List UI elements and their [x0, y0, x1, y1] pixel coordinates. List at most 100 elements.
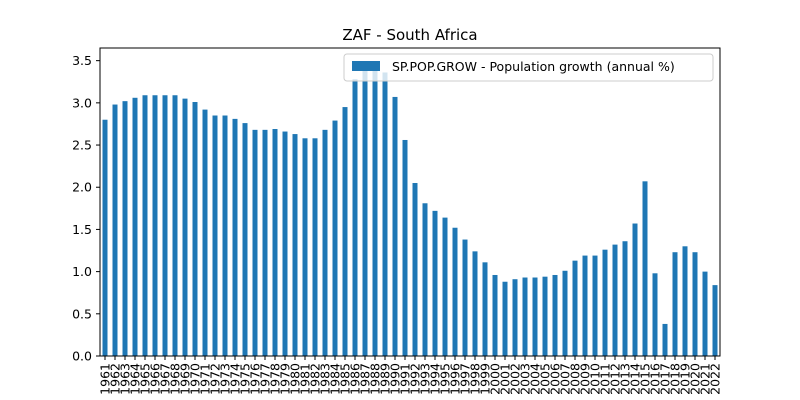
- bar: [152, 95, 158, 356]
- bar: [652, 273, 658, 356]
- bar: [352, 79, 358, 356]
- x-tick-label: 2002: [508, 363, 523, 395]
- bar: [142, 95, 148, 356]
- x-tick-label: 1973: [218, 363, 233, 395]
- bar: [672, 252, 678, 356]
- bar: [452, 227, 458, 356]
- x-tick-label: 1967: [158, 363, 173, 395]
- x-tick-label: 2020: [688, 363, 703, 395]
- plot-frame: [99, 47, 721, 357]
- y-tick-label: 2.5: [72, 138, 92, 153]
- bar: [102, 119, 108, 356]
- legend: SP.POP.GROW - Population growth (annual …: [343, 53, 714, 82]
- x-tick-label: 1981: [298, 363, 313, 395]
- bar: [202, 109, 208, 356]
- x-tick-label: 1997: [458, 363, 473, 395]
- y-tick-label: 2.0: [72, 180, 92, 195]
- y-tick-label: 1.5: [72, 222, 92, 237]
- bar: [632, 223, 638, 356]
- bar: [682, 246, 688, 356]
- bar: [412, 183, 418, 356]
- y-tick-label: 1.0: [72, 264, 92, 279]
- bar: [332, 120, 338, 356]
- chart-title: ZAF - South Africa: [342, 26, 477, 44]
- legend-box: [343, 53, 714, 82]
- x-tick-label: 1961: [98, 363, 113, 395]
- x-tick-label: 1966: [148, 363, 163, 395]
- bar: [132, 97, 138, 356]
- x-tick-label: 1994: [428, 363, 443, 395]
- x-tick-label: 2005: [538, 363, 553, 395]
- bar: [212, 115, 218, 356]
- x-tick-label: 1984: [328, 363, 343, 395]
- x-tick-label: 2003: [518, 363, 533, 395]
- bar: [422, 203, 428, 356]
- x-tick-label: 1965: [138, 363, 153, 395]
- x-tick-label: 1995: [438, 363, 453, 395]
- x-tick-label: 1970: [188, 363, 203, 395]
- x-tick-label: 1978: [268, 363, 283, 395]
- x-tick-label: 2017: [658, 363, 673, 395]
- bar: [402, 139, 408, 356]
- x-tick-label: 2009: [578, 363, 593, 395]
- bar: [112, 104, 118, 356]
- x-tick-label: 2010: [588, 363, 603, 395]
- x-tick-label: 1992: [408, 363, 423, 395]
- bar: [642, 181, 648, 356]
- bar: [532, 277, 538, 356]
- bar: [552, 274, 558, 356]
- x-tick-label: 1968: [168, 363, 183, 395]
- bar: [182, 98, 188, 356]
- x-tick-label: 1974: [228, 363, 243, 395]
- bar: [582, 255, 588, 356]
- bar: [292, 134, 298, 356]
- bar-group: [102, 70, 718, 356]
- bar: [382, 72, 388, 356]
- x-tick-label: 1990: [388, 363, 403, 395]
- x-tick-label: 1969: [178, 363, 193, 395]
- x-tick-label: 2004: [528, 363, 543, 395]
- x-tick-label: 1993: [418, 363, 433, 395]
- x-tick-label: 2021: [698, 363, 713, 395]
- x-tick-label: 1983: [318, 363, 333, 395]
- bar: [442, 217, 448, 356]
- bar: [472, 251, 478, 356]
- bar: [662, 323, 668, 356]
- x-tick-label: 1963: [118, 363, 133, 395]
- x-tick-label: 1988: [368, 363, 383, 395]
- bar: [222, 115, 228, 356]
- y-axis: 0.0 0.5 1.0 1.5 2.0 2.5 3.0 3.5: [72, 53, 100, 364]
- x-tick-label: 1999: [478, 363, 493, 395]
- y-tick-label: 0.5: [72, 306, 92, 321]
- x-tick-label: 2018: [668, 363, 683, 395]
- y-tick-label: 3.0: [72, 95, 92, 110]
- x-tick-label: 2001: [498, 363, 513, 395]
- bar: [342, 107, 348, 356]
- x-tick-label: 2011: [598, 363, 613, 395]
- bar: [522, 277, 528, 356]
- bar: [172, 95, 178, 356]
- x-tick-label: 1982: [308, 363, 323, 395]
- bar: [702, 271, 708, 356]
- bar: [282, 131, 288, 356]
- bar: [712, 285, 718, 356]
- x-tick-label: 1971: [198, 363, 213, 395]
- x-tick-label: 1985: [338, 363, 353, 395]
- bar: [272, 129, 278, 356]
- bar: [482, 262, 488, 356]
- x-tick-label: 1977: [258, 363, 273, 395]
- bar: [462, 239, 468, 356]
- x-tick-label: 1998: [468, 363, 483, 395]
- x-tick-label: 1987: [358, 363, 373, 395]
- y-tick-label: 0.0: [72, 349, 92, 364]
- bar: [242, 123, 248, 356]
- x-tick-label: 2007: [558, 363, 573, 395]
- x-tick-label: 1991: [398, 363, 413, 395]
- bar: [542, 276, 548, 356]
- x-axis: 1961196219631964196519661967196819691970…: [98, 356, 723, 395]
- x-tick-label: 2019: [678, 363, 693, 395]
- bar: [122, 101, 128, 356]
- bar: [622, 241, 628, 356]
- bar: [252, 129, 258, 356]
- bar: [592, 255, 598, 356]
